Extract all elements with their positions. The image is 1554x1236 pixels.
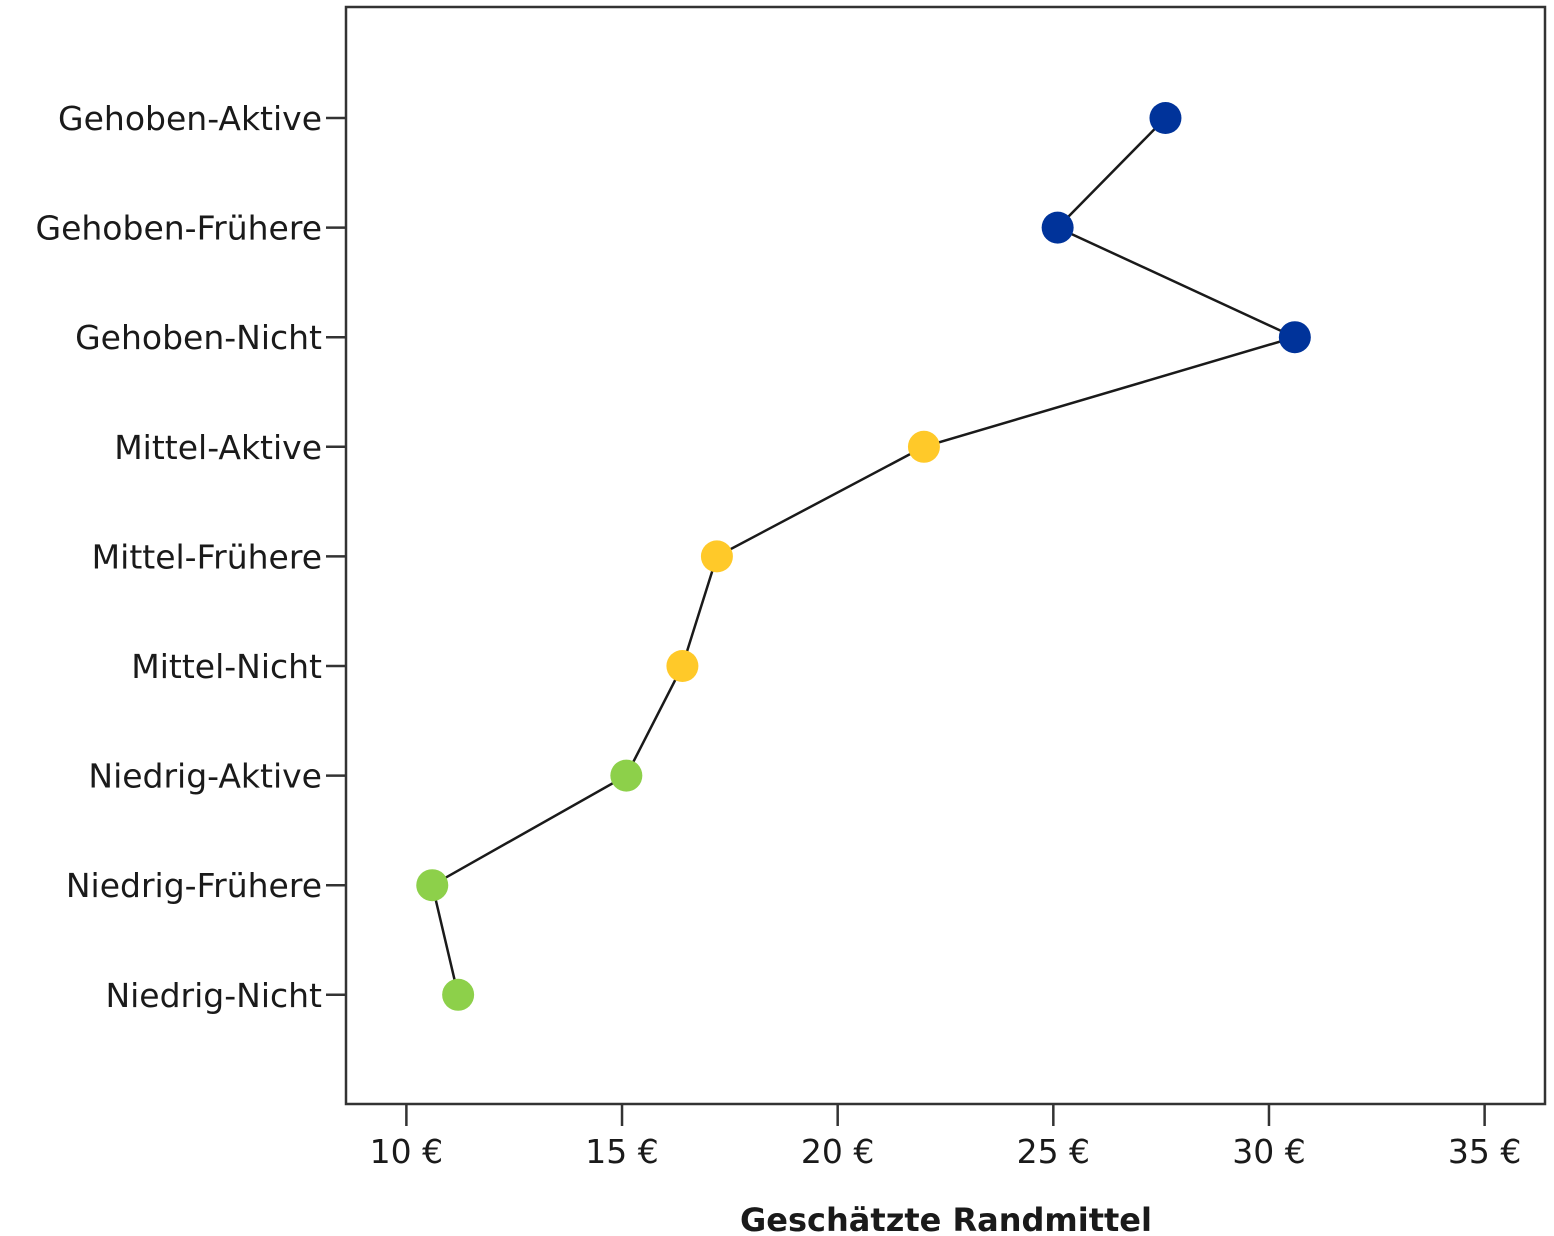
y-tick-label: Gehoben-Frühere [36,209,322,248]
x-axis-title: Geschätzte Randmittel [740,1201,1152,1236]
data-point [1278,321,1311,354]
y-tick-label: Niedrig-Frühere [66,866,322,905]
x-tick-label: 30 € [1232,1132,1305,1171]
x-tick-label: 10 € [370,1132,443,1171]
data-point [666,650,699,682]
y-axis: Gehoben-Aktive Gehoben-Frühere Gehoben-Nic… [36,99,346,1015]
y-tick-label: Niedrig-Nicht [105,976,322,1015]
plot-frame [344,5,1547,1106]
data-point [416,869,449,902]
data-point [610,759,643,792]
data-points [416,102,1311,1011]
y-tick-label: Gehoben-Nicht [75,318,322,357]
x-tick-label: 35 € [1448,1132,1521,1171]
x-tick-label: 15 € [585,1132,658,1171]
data-point [907,430,940,463]
x-tick-label: 20 € [801,1132,874,1171]
y-tick-label: Niedrig-Aktive [88,757,322,796]
y-tick-label: Mittel-Frühere [92,537,322,576]
data-point [1149,102,1182,134]
y-tick-label: Gehoben-Aktive [58,99,322,138]
data-point [700,540,733,573]
y-tick-label: Mittel-Nicht [131,647,322,686]
y-tick-label: Mittel-Aktive [114,428,322,467]
data-point [1041,211,1074,244]
x-tick-label: 25 € [1017,1132,1090,1171]
data-point [442,978,475,1011]
x-axis: 10 € 15 € 20 € 25 € 30 € 35 € [370,1104,1521,1171]
